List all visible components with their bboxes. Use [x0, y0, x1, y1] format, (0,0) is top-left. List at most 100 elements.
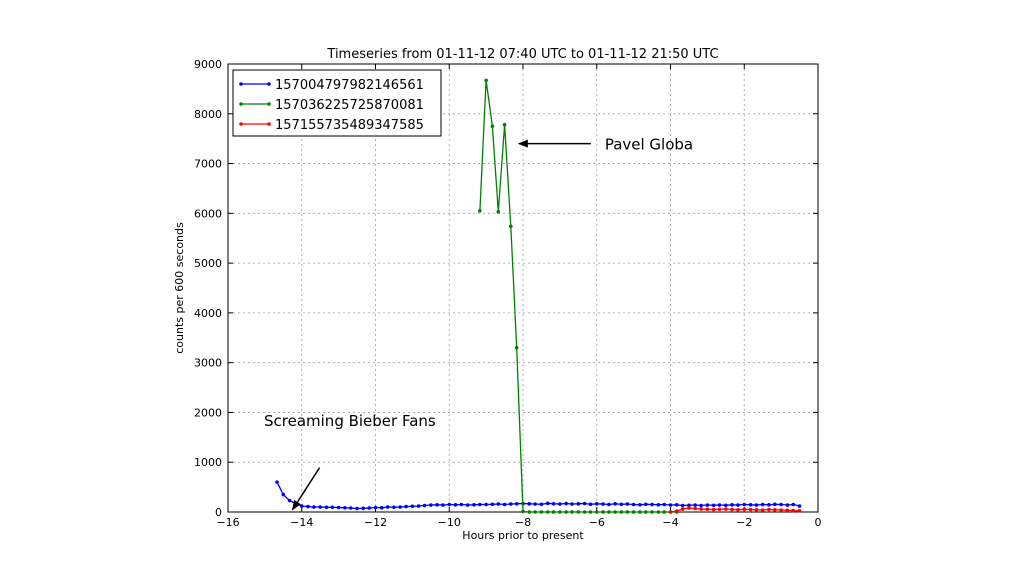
data-point [736, 503, 740, 507]
data-point [570, 510, 574, 514]
legend-label: 157036225725870081 [275, 98, 424, 113]
annotation-arrow [291, 467, 321, 511]
data-point [564, 510, 568, 514]
data-point [594, 510, 599, 514]
y-tick-label: 3000 [194, 357, 222, 370]
y-tick-label: 1000 [194, 456, 222, 469]
data-point [398, 505, 403, 509]
y-tick-label: 9000 [194, 58, 222, 71]
data-point [797, 508, 802, 513]
data-point [502, 502, 507, 507]
annotation-pavel-globa: Pavel Globa [517, 136, 693, 154]
data-point [348, 506, 353, 510]
data-point [650, 510, 654, 514]
series-1 [275, 480, 802, 511]
legend-item: 157036225725870081 [239, 98, 424, 113]
legend-items: 157004797982146561 157036225725870081 1571… [239, 78, 424, 133]
data-point [484, 502, 488, 507]
data-point [730, 507, 734, 512]
data-point [496, 502, 501, 506]
data-point [767, 507, 771, 512]
legend-label: 157004797982146561 [275, 78, 424, 93]
data-point [748, 502, 753, 507]
y-tick-label: 7000 [194, 158, 222, 171]
data-point [607, 510, 611, 514]
data-point [730, 502, 734, 507]
data-point [748, 507, 753, 512]
data-point [509, 224, 513, 229]
y-tick-label: 6000 [194, 207, 222, 220]
data-point [336, 505, 341, 510]
data-point [539, 510, 544, 514]
data-point [760, 508, 765, 512]
data-point [558, 502, 562, 506]
data-point [662, 502, 667, 507]
data-point [429, 503, 433, 507]
data-point [533, 510, 537, 514]
x-tick-label: −16 [216, 516, 239, 529]
x-tick-label: −8 [515, 516, 531, 529]
data-point [478, 209, 482, 213]
series-line [670, 507, 800, 513]
data-point [717, 507, 722, 512]
data-point [545, 501, 550, 506]
data-point [404, 504, 408, 509]
data-point [435, 502, 439, 507]
data-point [724, 507, 728, 511]
data-point [422, 503, 427, 508]
data-point [668, 510, 673, 514]
data-point [773, 507, 777, 512]
data-point [638, 510, 642, 514]
y-tick-label: 4000 [194, 307, 222, 320]
legend-swatch-marker [267, 122, 271, 126]
data-point [760, 502, 765, 507]
data-point [588, 510, 593, 514]
data-point [613, 501, 617, 506]
data-point [773, 502, 777, 507]
x-tick-label: −14 [290, 516, 313, 529]
series-3 [668, 506, 802, 514]
data-point [576, 510, 581, 514]
data-point [662, 510, 667, 514]
annotation-label: Screaming Bieber Fans [264, 412, 436, 430]
data-point [558, 510, 562, 514]
data-point [680, 507, 685, 511]
x-tick-label: 0 [815, 516, 822, 529]
data-point [791, 508, 796, 513]
data-point [687, 503, 691, 508]
data-point [693, 506, 698, 511]
legend-swatch-marker [239, 82, 243, 86]
data-point [465, 503, 470, 507]
data-point [385, 505, 390, 509]
data-point [533, 502, 537, 506]
data-point [742, 507, 747, 512]
data-point [582, 501, 587, 506]
data-point [674, 509, 679, 513]
data-point [742, 502, 747, 507]
series-2 [478, 78, 679, 514]
data-point [318, 505, 322, 509]
data-point [674, 502, 679, 507]
y-tick-label: 8000 [194, 108, 222, 121]
data-point [711, 507, 716, 512]
data-point [601, 502, 605, 506]
data-point [607, 502, 611, 507]
data-point [453, 502, 458, 507]
legend-swatch-marker [239, 122, 243, 126]
data-point [514, 345, 519, 350]
data-point [767, 502, 771, 507]
data-point [490, 124, 495, 129]
data-point [680, 503, 685, 508]
data-point [509, 502, 513, 506]
data-point [582, 510, 587, 514]
legend-swatch-marker [267, 102, 271, 106]
x-axis-title: Hours prior to present [462, 529, 584, 542]
data-point [416, 504, 421, 508]
data-point [355, 506, 359, 511]
x-tick-label: −4 [662, 516, 678, 529]
data-point [306, 504, 310, 509]
legend-label: 157155735489347585 [275, 118, 424, 133]
annotations: Pavel Globa Screaming Bieber Fans [264, 136, 693, 511]
y-tick-label: 5000 [194, 257, 222, 270]
data-point [705, 507, 710, 512]
